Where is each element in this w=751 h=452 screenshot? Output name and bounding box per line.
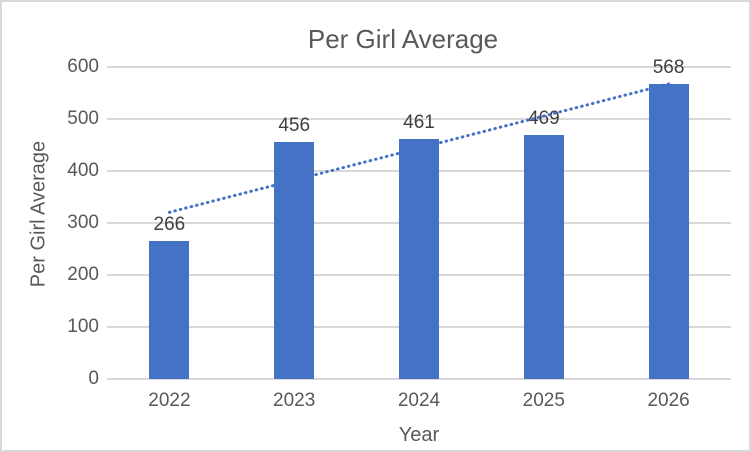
- x-tick-label: 2022: [148, 390, 191, 411]
- gridline: [107, 66, 731, 68]
- x-axis-tick-labels: 2022 2023 2024 2025 2026: [107, 391, 731, 413]
- y-tick-label: 0: [88, 368, 99, 389]
- bar: [523, 135, 564, 379]
- x-tick-label: 2023: [273, 390, 316, 411]
- y-tick-label: 100: [67, 316, 99, 337]
- gridline: [107, 118, 731, 120]
- bar-value-label: 456: [278, 114, 311, 136]
- x-tick-label: 2024: [397, 390, 441, 411]
- y-axis-tick-labels: 0 100 200 300 400 500 600: [2, 57, 99, 389]
- bar: [399, 139, 439, 379]
- bar: [648, 83, 689, 379]
- bar-value-label: 266: [153, 213, 186, 235]
- x-axis-title: Year: [398, 424, 440, 446]
- trendline: [167, 82, 671, 214]
- y-tick-label: 500: [67, 108, 99, 129]
- bar-value-label: 461: [403, 112, 435, 134]
- y-tick-label: 600: [67, 56, 99, 77]
- x-tick-label: 2025: [522, 390, 565, 411]
- y-tick-label: 400: [67, 160, 99, 181]
- trendline-path: [167, 82, 671, 214]
- x-tick-label: 2026: [647, 390, 690, 411]
- bar-value-label: 568: [652, 56, 685, 78]
- bar-value-label: 469: [527, 108, 560, 130]
- y-tick-label: 200: [67, 264, 99, 285]
- y-tick-label: 300: [67, 212, 99, 233]
- gridline: [107, 378, 731, 380]
- bar: [149, 240, 190, 379]
- plot-area: 266 456 461 469 568: [107, 57, 731, 380]
- chart-title: Per Girl Average: [307, 24, 499, 54]
